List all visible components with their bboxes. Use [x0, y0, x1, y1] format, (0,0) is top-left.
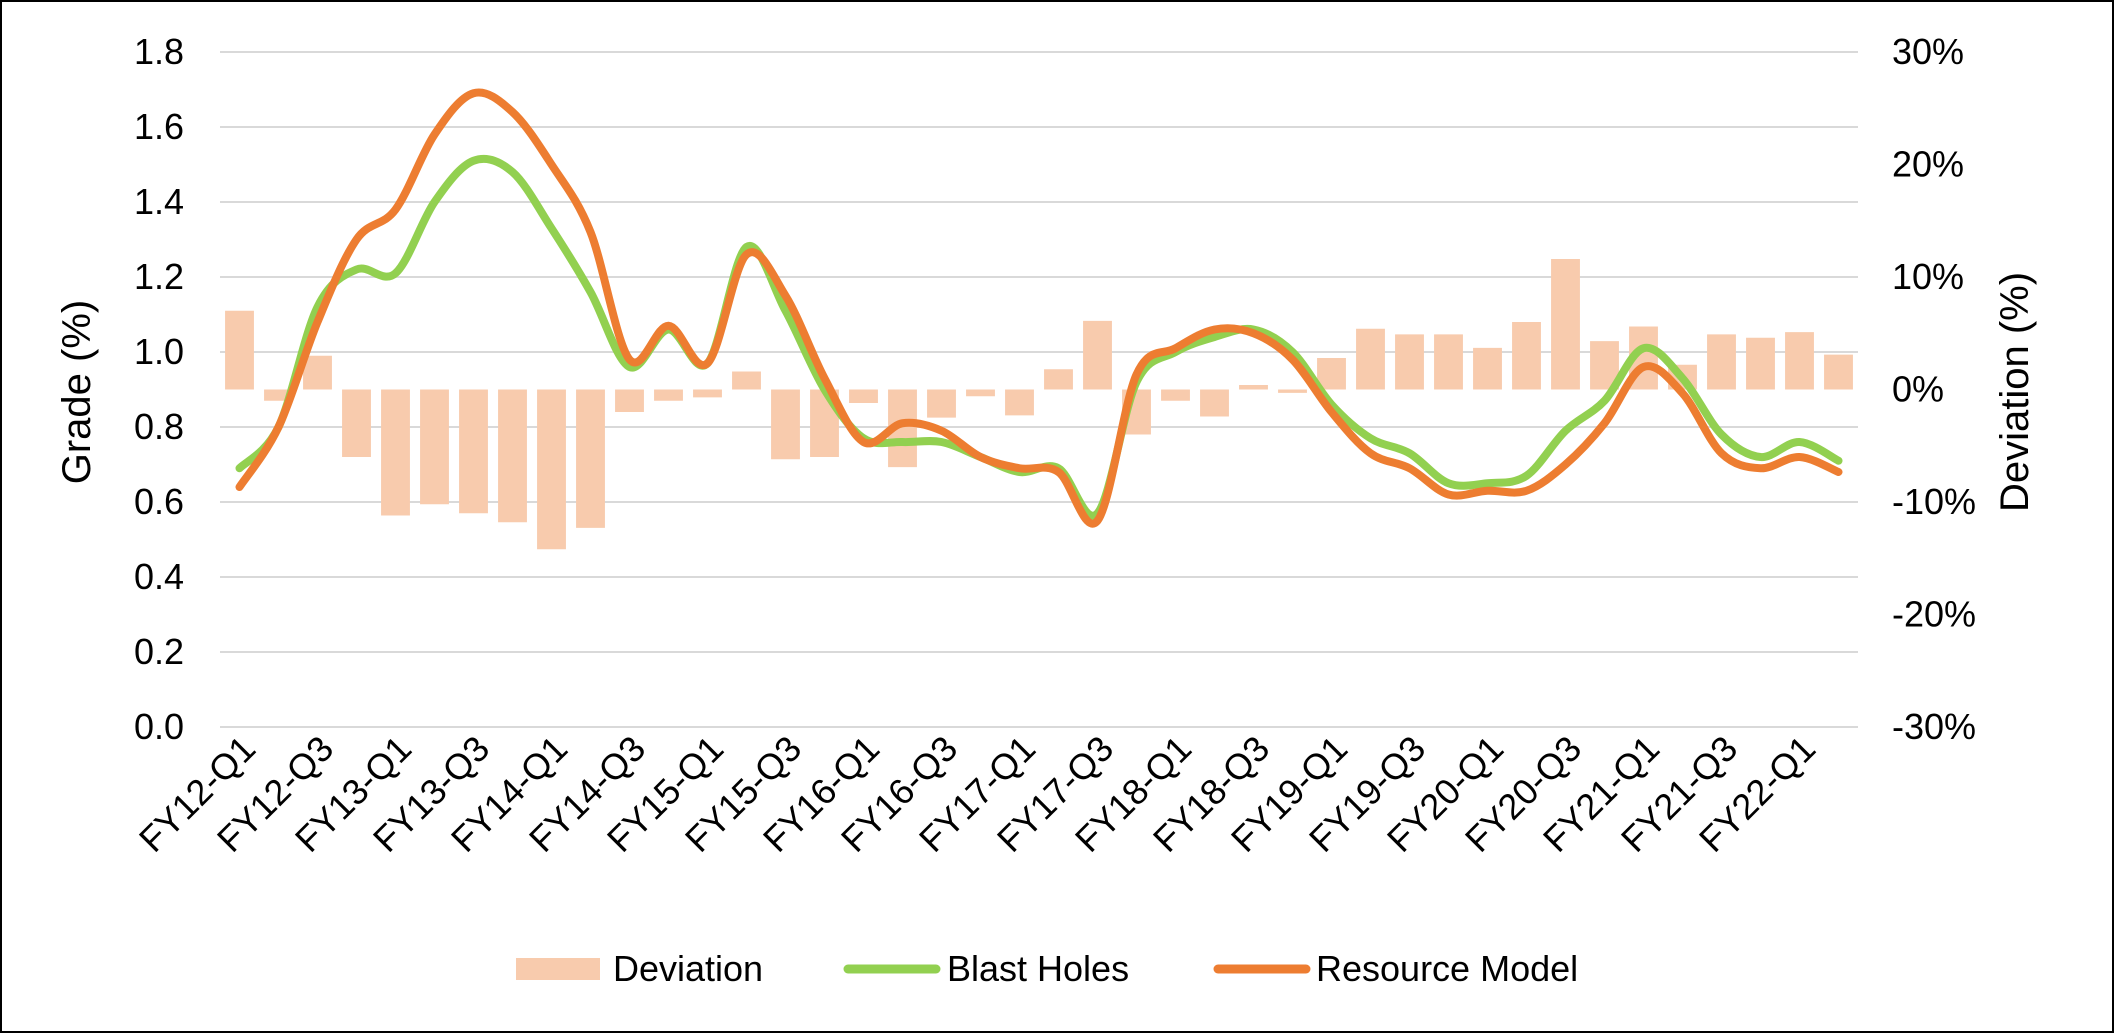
deviation-bar [342, 389, 371, 457]
legend-label-deviation: Deviation [613, 948, 763, 989]
deviation-bars [225, 259, 1853, 550]
deviation-bar [381, 389, 410, 516]
deviation-bar [1356, 328, 1385, 390]
deviation-bar [1707, 334, 1736, 390]
y-right-tick-label: 30% [1892, 31, 1964, 72]
legend-label-blast-holes: Blast Holes [947, 948, 1129, 989]
y-right-tick-label: 0% [1892, 369, 1944, 410]
y-left-tick-label: 0.6 [134, 481, 184, 522]
y-left-tick-label: 0.2 [134, 631, 184, 672]
y-left-tick-label: 1.6 [134, 106, 184, 147]
deviation-bar [1317, 358, 1346, 390]
deviation-bar [1395, 334, 1424, 390]
y-left-tick-label: 0.8 [134, 406, 184, 447]
y-left-tick-label: 0.0 [134, 706, 184, 747]
deviation-bar [1746, 337, 1775, 390]
deviation-bar [615, 389, 644, 412]
resource-model-line [235, 88, 1843, 528]
deviation-bar [1005, 389, 1034, 416]
y-left-tick-label: 0.4 [134, 556, 184, 597]
deviation-bar [459, 389, 488, 514]
deviation-bar [576, 389, 605, 528]
deviation-bar [1473, 347, 1502, 390]
deviation-bar [966, 389, 995, 397]
x-axis: FY12-Q1FY12-Q3FY13-Q1FY13-Q3FY14-Q1FY14-… [131, 728, 1823, 860]
deviation-bar [654, 389, 683, 401]
y-axis-left: 0.0 0.2 0.4 0.6 0.8 1.0 1.2 1.4 1.6 1.8 [134, 31, 184, 747]
deviation-bar [1434, 334, 1463, 390]
deviation-bar [732, 371, 761, 390]
y-left-tick-label: 1.4 [134, 181, 184, 222]
y-left-tick-label: 1.0 [134, 331, 184, 372]
deviation-bar [1044, 369, 1073, 390]
grade-lines [235, 88, 1843, 528]
y-right-tick-label: 10% [1892, 256, 1964, 297]
y-axis-left-title: Grade (%) [55, 300, 99, 485]
deviation-bar [1785, 332, 1814, 390]
deviation-bar [1551, 259, 1580, 390]
deviation-bar [1200, 389, 1229, 417]
deviation-bar [1824, 354, 1853, 390]
deviation-bar [225, 310, 254, 390]
y-axis-right: -30% -20% -10% 0% 10% 20% 30% [1892, 31, 1976, 747]
y-left-tick-label: 1.2 [134, 256, 184, 297]
y-right-tick-label: 20% [1892, 144, 1964, 185]
deviation-bar [303, 355, 332, 390]
deviation-bar [1161, 389, 1190, 401]
deviation-bar [771, 389, 800, 460]
deviation-bar [1239, 385, 1268, 390]
deviation-bar [537, 389, 566, 550]
y-right-tick-label: -10% [1892, 481, 1976, 522]
legend: Deviation Blast Holes Resource Model [516, 948, 1578, 989]
gridlines [220, 51, 1858, 728]
deviation-bar [498, 389, 527, 523]
deviation-bar [1083, 320, 1112, 390]
y-right-tick-label: -20% [1892, 594, 1976, 635]
deviation-bar [264, 389, 293, 401]
y-left-tick-label: 1.8 [134, 31, 184, 72]
y-right-tick-label: -30% [1892, 706, 1976, 747]
deviation-bar [927, 389, 956, 418]
deviation-bar [420, 389, 449, 505]
legend-label-resource-model: Resource Model [1316, 948, 1578, 989]
y-axis-right-title: Deviation (%) [1993, 272, 2037, 512]
deviation-bar [1512, 322, 1541, 390]
legend-swatch-deviation [516, 958, 600, 980]
deviation-bar [1278, 389, 1307, 393]
deviation-bar [693, 389, 722, 398]
deviation-bar [849, 389, 878, 403]
